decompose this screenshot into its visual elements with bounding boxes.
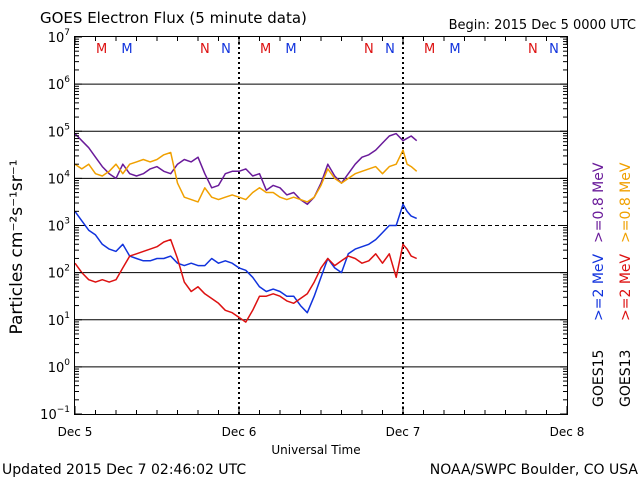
legend-goes13-2mev: >=2 MeV: [618, 253, 634, 321]
y-tick-label: 105: [48, 122, 70, 140]
y-tick-label: 102: [48, 264, 70, 282]
y-tick-label: 106: [48, 75, 71, 93]
gridlines: [75, 83, 567, 368]
legend-goes15-row: GOES15 >=2 MeV >=0.8 MeV: [591, 162, 607, 407]
begin-label: Begin: 2015 Dec 5 0000 UTC: [449, 18, 636, 33]
plot-frame: [74, 36, 568, 415]
updated-timestamp: Updated 2015 Dec 7 02:46:02 UTC: [2, 462, 246, 478]
noon-marker: M: [121, 42, 132, 57]
noon-marker: N: [528, 42, 538, 57]
y-axis-ticks: 107 106 105 104 103 102 101 100 10−1: [40, 28, 567, 423]
series-line: [74, 149, 418, 203]
x-tick-label: Dec 8: [550, 425, 585, 439]
series-line: [74, 132, 418, 206]
noon-marker: N: [549, 42, 559, 57]
legend-goes13-row: GOES13 >=2 MeV >=0.8 MeV: [618, 162, 634, 407]
y-tick-label: 104: [48, 169, 71, 187]
x-tick-label: Dec 7: [386, 425, 421, 439]
noon-marker: N: [221, 42, 231, 57]
noon-marker: N: [200, 42, 210, 57]
x-tick-label: Dec 5: [58, 425, 93, 439]
legend-goes13-label: GOES13: [618, 350, 634, 407]
noon-marker: N: [364, 42, 374, 57]
y-axis-label: Particles cm⁻²s⁻¹sr⁻¹: [7, 159, 27, 334]
legend-goes13-08mev: >=0.8 MeV: [618, 162, 634, 243]
legend-goes15-2mev: >=2 MeV: [591, 253, 607, 321]
y-tick-label: 107: [48, 28, 70, 46]
y-tick-label: 10−1: [40, 405, 70, 423]
credit-text: NOAA/SWPC Boulder, CO USA: [430, 462, 639, 478]
y-tick-label: 100: [48, 358, 71, 376]
noon-marker: M: [260, 42, 271, 57]
series-line: [74, 238, 417, 323]
x-axis-label: Universal Time: [271, 443, 360, 457]
data-series: [74, 132, 418, 323]
legend-goes15-label: GOES15: [591, 350, 607, 407]
noon-marker: M: [285, 42, 296, 57]
x-tick-label: Dec 6: [222, 425, 257, 439]
noon-marker: N: [385, 42, 395, 57]
x-axis-ticks: Dec 5 Dec 6 Dec 7 Dec 8: [58, 37, 585, 439]
y-tick-label: 103: [48, 217, 70, 235]
noon-marker: M: [424, 42, 435, 57]
y-tick-label: 101: [48, 311, 70, 329]
noon-marker: M: [96, 42, 107, 57]
noon-marker: M: [449, 42, 460, 57]
legend-goes15-08mev: >=0.8 MeV: [591, 162, 607, 243]
series-line: [74, 203, 417, 314]
chart-title: GOES Electron Flux (5 minute data): [40, 9, 307, 27]
